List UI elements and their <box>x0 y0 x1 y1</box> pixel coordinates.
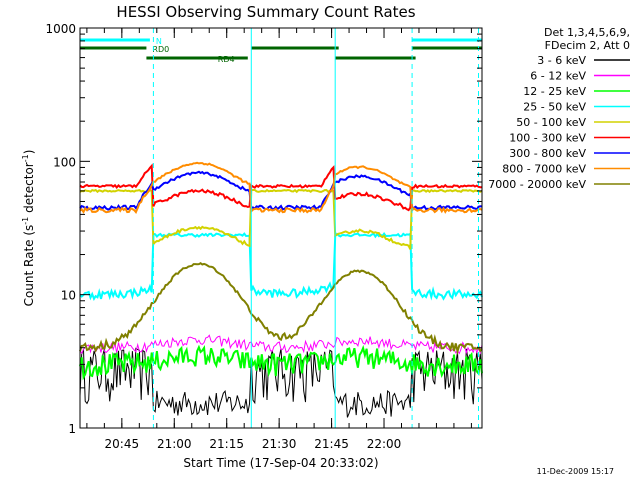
legend-label-1: 3 - 6 keV <box>537 54 586 67</box>
legend-label-2: 6 - 12 keV <box>530 70 586 83</box>
plot-frame <box>79 27 483 429</box>
legend-label-3: 12 - 25 keV <box>523 85 586 98</box>
legend-label-4: 25 - 50 keV <box>523 101 586 114</box>
x-tick-label-6: 22:00 <box>367 437 402 451</box>
series-line-6 <box>79 163 483 212</box>
series-line-2 <box>79 334 483 355</box>
series-line-5 <box>79 188 483 250</box>
y-tick-label-2: 10 <box>61 289 76 303</box>
chart-title: HESSI Observing Summary Count Rates <box>116 3 415 21</box>
legend-header-1: Det 1,3,4,5,6,9, <box>544 26 630 39</box>
y-axis-label-mid: detector <box>22 162 36 217</box>
x-tick-label-3: 21:15 <box>209 437 244 451</box>
y-axis-label-sup1: -1 <box>21 217 30 225</box>
x-tick-label-2: 21:00 <box>157 437 192 451</box>
series-line-8 <box>79 161 483 214</box>
y-axis-label-sup2: -1 <box>21 154 30 162</box>
flag-label-rd0: RD0 <box>152 45 169 54</box>
series-line-4 <box>79 232 483 302</box>
y-axis-label: Count Rate (s-1 detector-1) <box>21 150 36 307</box>
y-tick-label-1: 1 <box>68 422 76 436</box>
series-line-3 <box>79 344 483 381</box>
y-tick-label-3: 100 <box>53 155 76 169</box>
legend-label-9: 7000 - 20000 keV <box>488 178 586 191</box>
axes-group: 1 10 100 1000 20:45 21:00 21:15 21:30 21:45 22:00 <box>45 22 483 451</box>
y-axis-label-end: ) <box>22 150 36 155</box>
x-axis-label: Start Time (17-Sep-04 20:33:02) <box>183 456 378 470</box>
x-tick-label-4: 21:30 <box>262 437 297 451</box>
legend-label-8: 800 - 7000 keV <box>502 163 586 176</box>
y-axis-label-main: Count Rate (s <box>22 225 36 307</box>
series-line-7 <box>79 170 483 212</box>
flag-label-rd4: RD4 <box>218 55 235 64</box>
legend-label-5: 50 - 100 keV <box>516 116 586 129</box>
x-tick-label-5: 21:45 <box>314 437 349 451</box>
flag-label-n: N <box>156 37 162 46</box>
series-line-1 <box>79 347 483 418</box>
series-group <box>79 161 483 418</box>
legend: Det 1,3,4,5,6,9,FDecim 2, Att 0 3 - 6 keV… <box>488 26 630 191</box>
footer-timestamp: 11-Dec-2009 15:17 <box>537 467 614 476</box>
x-tick-label-1: 20:45 <box>105 437 140 451</box>
legend-label-7: 300 - 800 keV <box>509 147 586 160</box>
y-tick-label-4: 1000 <box>45 22 76 36</box>
series-line-9 <box>79 262 483 356</box>
legend-label-6: 100 - 300 keV <box>509 132 586 145</box>
markers-group <box>152 28 480 428</box>
legend-header-2: FDecim 2, Att 0 <box>545 39 630 52</box>
